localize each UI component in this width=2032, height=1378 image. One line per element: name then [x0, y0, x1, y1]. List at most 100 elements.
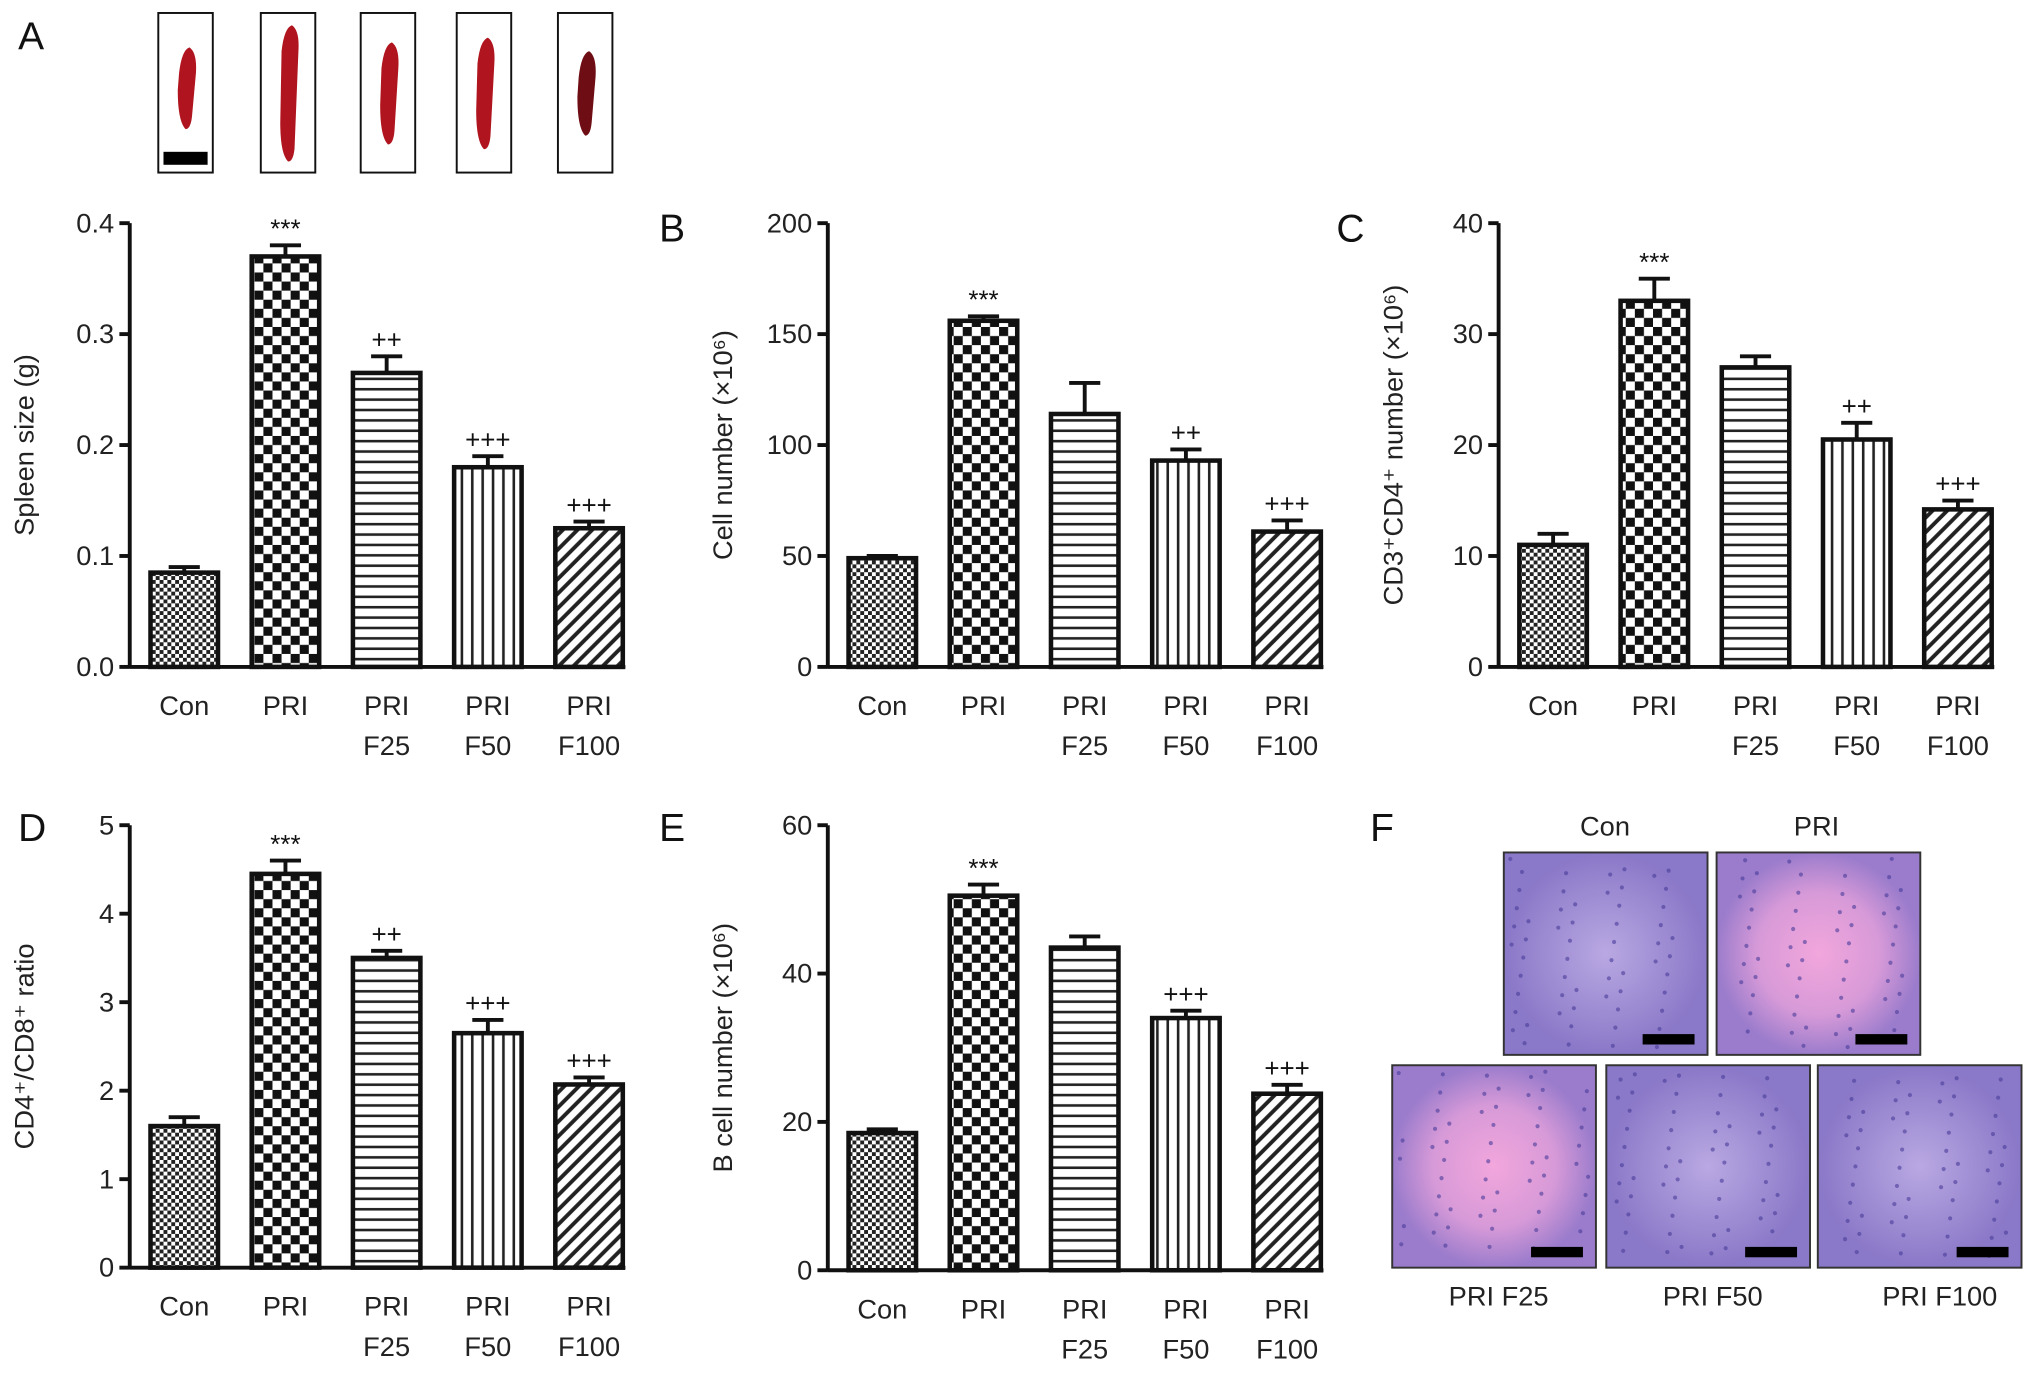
- cell-nucleus: [1844, 959, 1849, 964]
- y-tick-label: 60: [782, 809, 812, 840]
- cell-nucleus: [1797, 976, 1802, 981]
- cell-nucleus: [1772, 1211, 1778, 1216]
- cell-nucleus: [1892, 1202, 1897, 1207]
- cell-nucleus: [1656, 941, 1661, 946]
- x-tick-label: PRI: [1632, 690, 1677, 721]
- cell-nucleus: [1839, 995, 1844, 1000]
- cell-nucleus: [1771, 1125, 1776, 1130]
- chart-e: 0 20 40 60 B cell number (×10⁶) Con *** PRI PRI F…: [707, 809, 1324, 1364]
- cell-nucleus: [1861, 1109, 1866, 1115]
- cell-nucleus: [1678, 1159, 1683, 1164]
- cell-nucleus: [1940, 1081, 1945, 1086]
- cell-nucleus: [1802, 939, 1807, 945]
- bar-con: [846, 1130, 919, 1273]
- cell-nucleus: [1580, 1211, 1586, 1216]
- cell-nucleus: [1614, 1199, 1619, 1204]
- cell-nucleus: [1510, 1028, 1515, 1033]
- cell-nucleus: [1612, 939, 1617, 945]
- cell-nucleus: [1571, 1006, 1576, 1011]
- cell-nucleus: [1846, 941, 1852, 946]
- cell-nucleus: [1853, 1164, 1858, 1169]
- cell-nucleus: [1432, 1126, 1438, 1131]
- significance-label: +++: [1935, 471, 1980, 499]
- bar-pri-f100: [1251, 529, 1324, 670]
- cell-nucleus: [1989, 1235, 1994, 1240]
- cell-nucleus: [1561, 889, 1566, 894]
- x-tick-label: F50: [1833, 730, 1880, 761]
- cell-nucleus: [1539, 1191, 1544, 1196]
- cell-nucleus: [1994, 1199, 1999, 1204]
- cell-nucleus: [1567, 938, 1573, 943]
- cell-nucleus: [1443, 1243, 1448, 1248]
- cell-nucleus: [1652, 873, 1657, 878]
- spleen-image: [280, 25, 299, 162]
- cell-nucleus: [1626, 1212, 1631, 1217]
- y-tick-label: 30: [1453, 318, 1483, 349]
- cell-nucleus: [1399, 1242, 1404, 1247]
- cell-nucleus: [1740, 876, 1745, 881]
- cell-nucleus: [1894, 1009, 1900, 1015]
- cell-nucleus: [1889, 856, 1894, 862]
- cell-nucleus: [1569, 1024, 1574, 1029]
- cell-nucleus: [1488, 1141, 1493, 1146]
- cell-nucleus: [1676, 1073, 1682, 1078]
- cell-nucleus: [1574, 1161, 1579, 1166]
- cell-nucleus: [1605, 890, 1610, 895]
- cell-nucleus: [1543, 1069, 1548, 1074]
- cell-nucleus: [1887, 875, 1892, 880]
- cell-nucleus: [1757, 1130, 1762, 1135]
- cell-nucleus: [1615, 1095, 1621, 1100]
- cell-nucleus: [1615, 1007, 1621, 1012]
- cell-nucleus: [1770, 1229, 1775, 1234]
- cell-nucleus: [1479, 1109, 1484, 1115]
- y-tick-label: 150: [767, 318, 812, 349]
- cell-nucleus: [1798, 872, 1804, 877]
- cell-nucleus: [1654, 1045, 1659, 1050]
- cell-nucleus: [1793, 908, 1798, 913]
- bar-pri-f25: [1048, 945, 1121, 1273]
- x-tick-label: F50: [1162, 730, 1209, 761]
- cell-nucleus: [1436, 1194, 1442, 1199]
- cell-nucleus: [1999, 1163, 2005, 1168]
- cell-nucleus: [1769, 1143, 1774, 1148]
- cell-nucleus: [1495, 1190, 1500, 1195]
- cell-nucleus: [1525, 1022, 1530, 1028]
- cell-nucleus: [1573, 902, 1578, 907]
- cell-nucleus: [1526, 919, 1531, 924]
- cell-nucleus: [1893, 924, 1898, 929]
- cell-nucleus: [1759, 1112, 1765, 1117]
- cell-nucleus: [1665, 1250, 1670, 1255]
- histology-image: [1502, 851, 1709, 1056]
- cell-nucleus: [1482, 1091, 1487, 1096]
- cell-nucleus: [1750, 993, 1755, 998]
- cell-nucleus: [1804, 1025, 1809, 1030]
- cell-nucleus: [1606, 976, 1611, 981]
- bar-pri: [249, 254, 322, 670]
- cell-nucleus: [1448, 1207, 1453, 1212]
- cell-nucleus: [1988, 1150, 1993, 1155]
- bar-pri-f25: [350, 370, 423, 670]
- cell-nucleus: [1447, 1121, 1452, 1126]
- cell-nucleus: [1512, 924, 1517, 929]
- cell-nucleus: [1662, 990, 1667, 995]
- cell-nucleus: [1721, 1074, 1726, 1080]
- cell-nucleus: [1622, 1144, 1627, 1150]
- cell-nucleus: [1492, 1208, 1497, 1213]
- cell-nucleus: [1761, 1198, 1766, 1203]
- cell-nucleus: [1888, 960, 1893, 965]
- cell-nucleus: [1665, 972, 1670, 977]
- cell-nucleus: [1675, 1177, 1680, 1182]
- cell-nucleus: [1534, 1227, 1539, 1233]
- bar-pri: [249, 871, 322, 1270]
- cell-nucleus: [1667, 954, 1672, 959]
- cell-nucleus: [1890, 1116, 1896, 1121]
- cell-nucleus: [1672, 1195, 1678, 1200]
- x-tick-label: PRI: [1062, 690, 1107, 721]
- cell-nucleus: [1844, 1133, 1849, 1138]
- x-tick-label: PRI: [1163, 1293, 1208, 1324]
- cell-nucleus: [1530, 1160, 1535, 1165]
- cell-nucleus: [1522, 1041, 1527, 1046]
- cell-nucleus: [1741, 961, 1746, 967]
- cell-nucleus: [1400, 1138, 1405, 1143]
- cell-nucleus: [1948, 1216, 1953, 1221]
